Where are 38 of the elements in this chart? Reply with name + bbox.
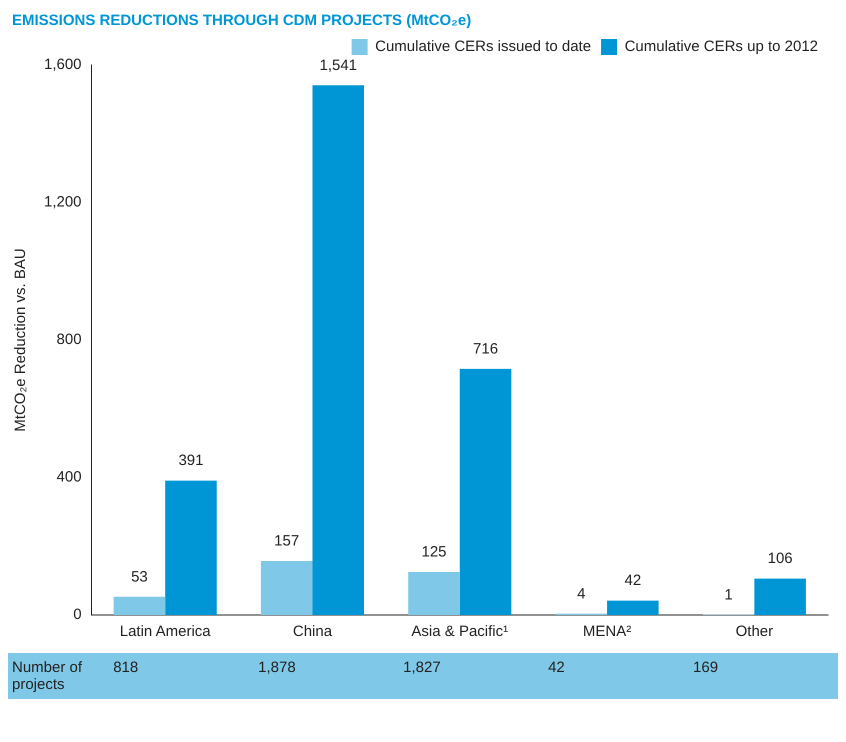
text: 818: [112, 659, 140, 678]
bar: [607, 600, 659, 615]
x-tick-label: Latin America: [120, 623, 212, 640]
data-label: 1: [724, 586, 733, 604]
text: 169: [692, 659, 720, 678]
bar: [754, 578, 806, 615]
bar: [460, 368, 512, 615]
bar: [114, 596, 166, 615]
data-label: 716: [473, 340, 498, 358]
text: Number of projects: [12, 659, 84, 693]
data-label: 106: [768, 550, 793, 568]
y-tick-label: 1,600: [44, 56, 82, 74]
legend-label: Cumulative CERs issued to date: [375, 38, 592, 56]
bar: [312, 85, 364, 615]
chart-title: EMISSIONS REDUCTIONS THROUGH CDM PROJECTS (MtCO₂e): [11, 11, 472, 29]
data-label: 125: [421, 544, 447, 561]
x-tick-label: MENA²: [582, 623, 632, 640]
x-tick-label: China: [292, 623, 333, 640]
data-label: 1,541: [319, 56, 358, 74]
text: 1,827: [402, 659, 442, 678]
data-label: 42: [624, 572, 642, 590]
bar: [165, 480, 217, 615]
y-tick-label: 1,200: [44, 194, 82, 211]
data-label: 157: [274, 532, 300, 550]
legend-label: Cumulative CERs up to 2012: [624, 38, 818, 56]
x-tick-label: Asia & Pacific¹: [411, 623, 508, 640]
y-tick-label: 800: [56, 331, 82, 348]
data-label: 53: [131, 568, 148, 586]
y-tick-label: 0: [73, 606, 82, 624]
y-tick-label: 400: [56, 468, 82, 486]
text: 1,878: [257, 659, 297, 678]
text: 42: [547, 659, 566, 678]
bar: [408, 572, 460, 615]
data-label: 391: [178, 452, 204, 470]
bar: [260, 561, 312, 615]
x-tick-label: Other: [736, 623, 774, 640]
data-label: 4: [577, 585, 586, 602]
y-axis-title: MtCO₂e Reduction vs. BAU: [12, 248, 30, 432]
